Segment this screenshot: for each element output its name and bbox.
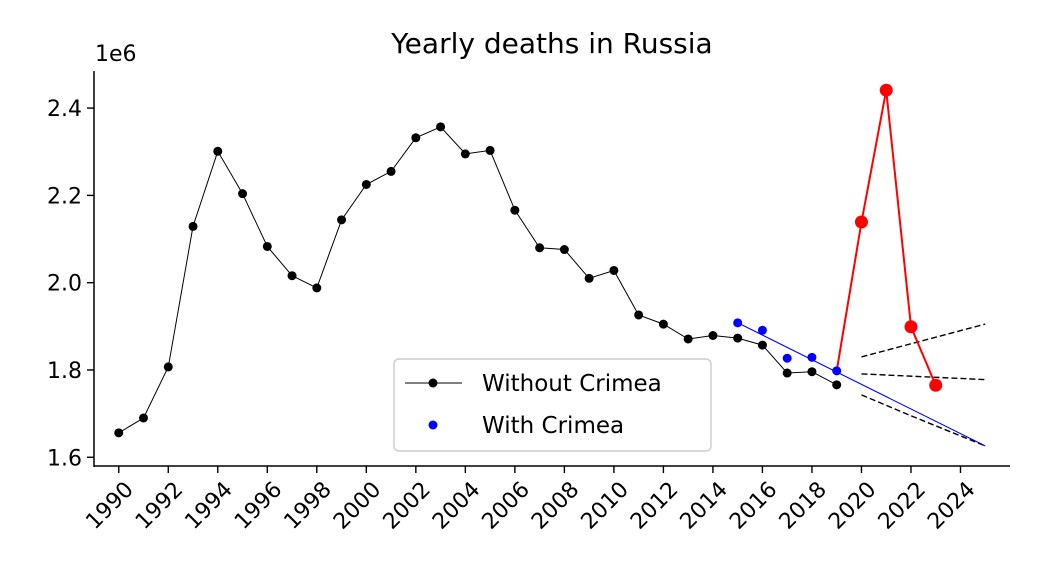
projection-line-3: [861, 394, 986, 447]
y-tick-label: 1.8: [47, 359, 82, 384]
with-crimea-point: [807, 352, 817, 362]
without-crimea-point: [460, 149, 470, 159]
x-tick-label: 2006: [478, 477, 535, 534]
x-tick-label: 2012: [626, 477, 683, 534]
x-tick-label: 1998: [280, 477, 337, 534]
x-tick-label: 1996: [230, 477, 287, 534]
without-crimea-point: [361, 179, 371, 189]
without-crimea-point: [584, 273, 594, 283]
recent-deaths-point: [904, 320, 918, 334]
without-crimea-point: [782, 368, 792, 378]
x-tick-label: 1992: [131, 477, 188, 534]
x-tick-label: 2020: [824, 477, 881, 534]
x-tick-label: 2004: [428, 477, 485, 534]
without-crimea-point: [535, 243, 545, 253]
without-crimea-point: [733, 333, 743, 343]
without-crimea-point: [386, 166, 396, 176]
y-tick-label: 2.2: [47, 184, 82, 209]
without-crimea-point: [683, 334, 693, 344]
recent-deaths-point: [929, 378, 943, 392]
without-crimea-point: [634, 310, 644, 320]
recent-deaths-point: [854, 215, 868, 229]
x-tick-label: 1990: [81, 477, 138, 534]
without-crimea-point: [238, 189, 248, 199]
without-crimea-point: [807, 367, 817, 377]
x-tick-label: 2022: [874, 477, 931, 534]
projection-line-1: [861, 323, 986, 358]
y-axis-offset-label: 1e6: [95, 42, 137, 67]
crimea-trend-line: [737, 322, 986, 447]
without-crimea-point: [411, 133, 421, 143]
x-tick-label: 2010: [577, 477, 634, 534]
without-crimea-point: [188, 221, 198, 231]
legend-box: [393, 358, 712, 452]
with-crimea-point: [832, 366, 842, 376]
without-crimea-point: [832, 380, 842, 390]
without-crimea-point: [163, 362, 173, 372]
projection-line-2: [861, 373, 986, 381]
without-crimea-point: [287, 271, 297, 281]
without-crimea-point: [213, 146, 223, 156]
without-crimea-point: [114, 428, 124, 438]
without-crimea-point: [559, 245, 569, 255]
without-crimea-point: [609, 265, 619, 275]
without-crimea-point: [139, 413, 149, 423]
without-crimea-point: [510, 205, 520, 215]
x-tick-label: 2018: [775, 477, 832, 534]
without-crimea-point: [312, 283, 322, 293]
legend-marker-without-crimea: [428, 378, 438, 388]
without-crimea-point: [262, 241, 272, 251]
recent-deaths-line: [835, 90, 937, 386]
x-tick-label: 2002: [379, 477, 436, 534]
x-tick-label: 2000: [329, 477, 386, 534]
y-tick-label: 2.4: [47, 97, 82, 122]
legend-label-with-crimea: With Crimea: [482, 413, 624, 439]
x-tick-label: 1994: [181, 477, 238, 534]
x-tick-label: 2016: [725, 477, 782, 534]
without-crimea-point: [485, 145, 495, 155]
without-crimea-point: [658, 319, 668, 329]
y-tick-label: 1.6: [47, 446, 82, 471]
legend-label-without-crimea: Without Crimea: [482, 371, 662, 397]
x-tick-label: 2008: [527, 477, 584, 534]
chart-title: Yearly deaths in Russia: [390, 27, 712, 60]
without-crimea-point: [757, 340, 767, 350]
without-crimea-point: [436, 122, 446, 132]
with-crimea-point: [733, 318, 743, 328]
legend-marker-with-crimea: [428, 420, 438, 430]
without-crimea-point: [337, 215, 347, 225]
x-tick-label: 2014: [676, 477, 733, 534]
x-tick-label: 2024: [923, 477, 980, 534]
without-crimea-point: [708, 330, 718, 340]
with-crimea-point: [782, 353, 792, 363]
y-tick-label: 2.0: [47, 272, 82, 297]
with-crimea-point: [757, 325, 767, 335]
recent-deaths-point: [879, 83, 893, 97]
